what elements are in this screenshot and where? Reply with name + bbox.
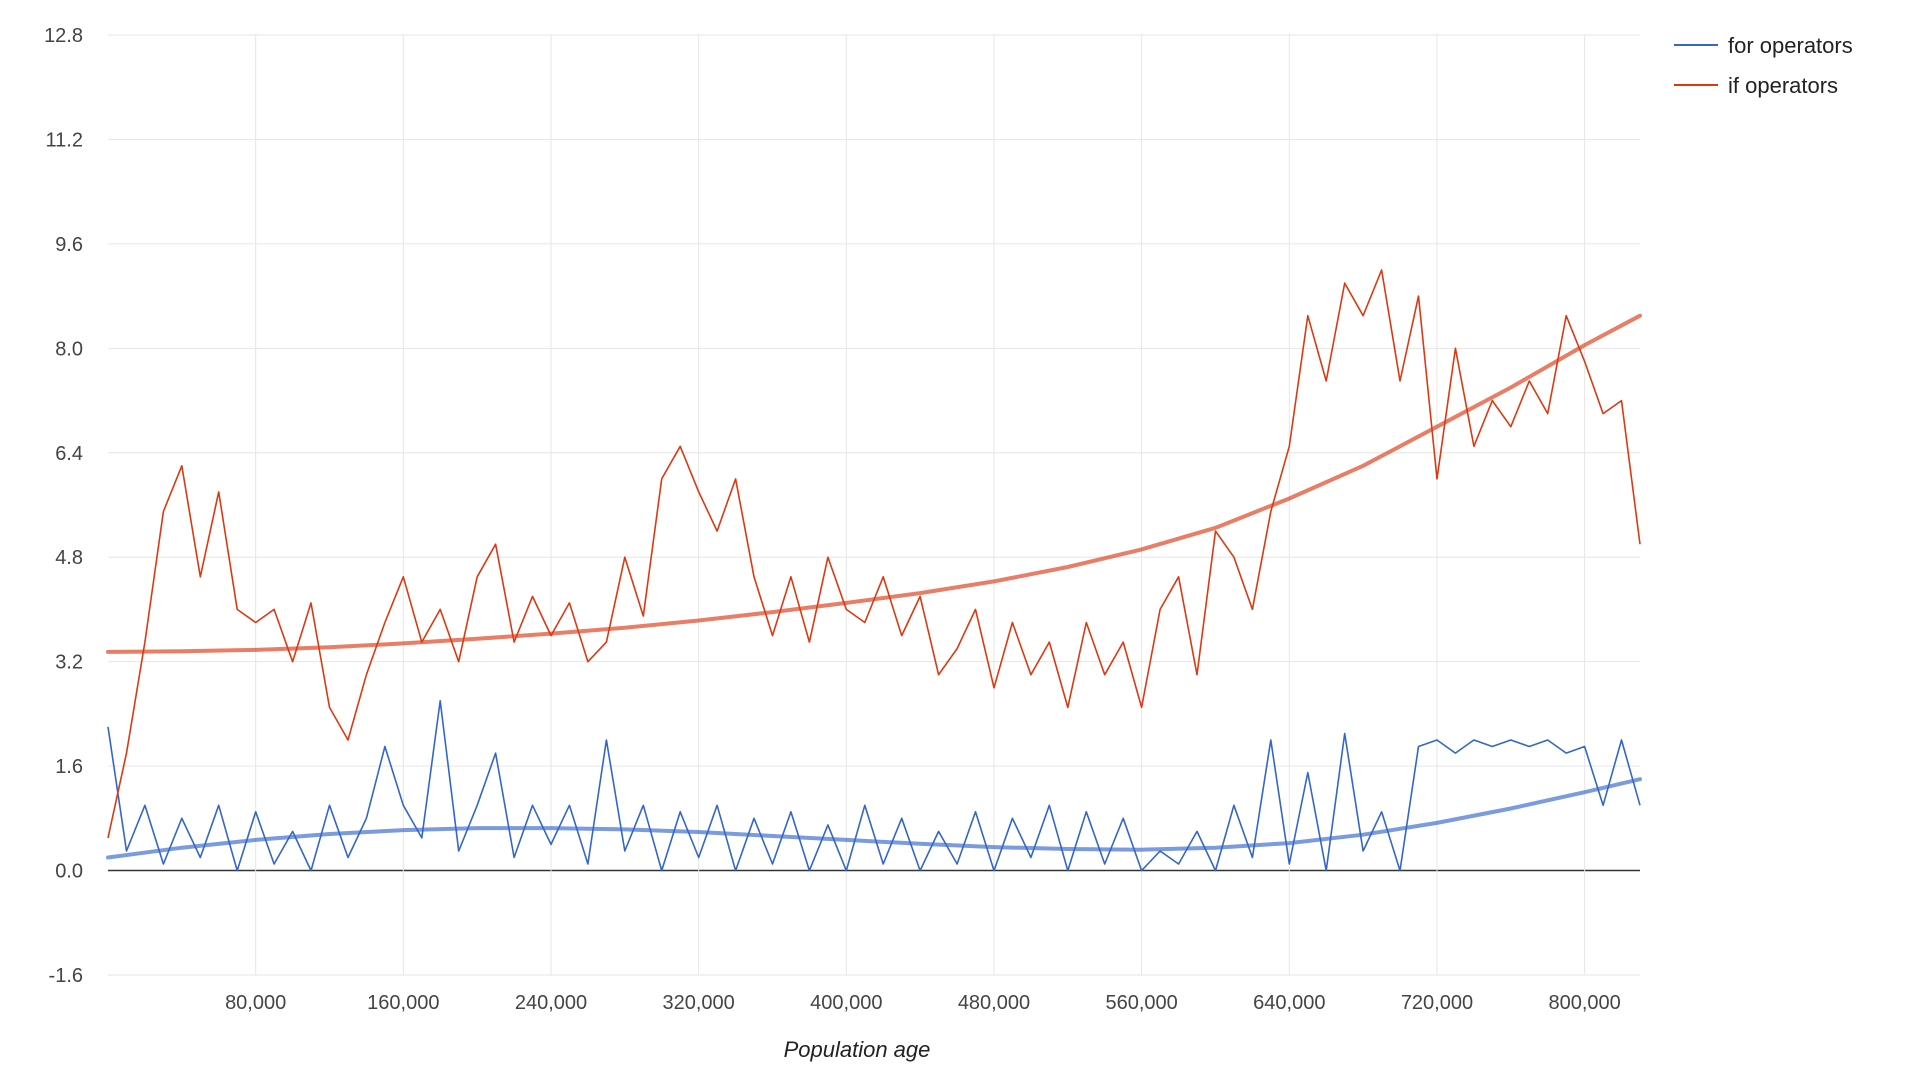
trendline-for-operators <box>106 777 1642 860</box>
legend-item-for-operators[interactable]: for operators <box>1674 33 1853 58</box>
x-tick-label: 160,000 <box>367 992 439 1014</box>
y-tick-label: 12.8 <box>44 25 83 47</box>
x-tick-label: 400,000 <box>810 992 882 1014</box>
legend: for operators if operators <box>1674 33 1853 98</box>
x-tick-label: 480,000 <box>958 992 1030 1014</box>
legend-label-for-operators: for operators <box>1728 33 1853 58</box>
x-tick-label: 640,000 <box>1253 992 1325 1014</box>
y-tick-label: 9.6 <box>55 234 83 256</box>
y-tick-label: 3.2 <box>55 652 83 674</box>
x-tick-label: 800,000 <box>1548 992 1620 1014</box>
y-tick-label: 8.0 <box>55 338 83 360</box>
x-tick-label: 80,000 <box>225 992 286 1014</box>
y-tick-label: 11.2 <box>46 129 83 151</box>
legend-label-if-operators: if operators <box>1728 73 1838 98</box>
legend-item-if-operators[interactable]: if operators <box>1674 73 1838 98</box>
x-tick-label: 320,000 <box>663 992 735 1014</box>
x-axis-ticks: 80,000 160,000 240,000 320,000 400,000 480,00… <box>225 992 1621 1014</box>
y-tick-label: 1.6 <box>55 756 83 778</box>
y-axis-ticks: -1.6 0.0 1.6 3.2 4.8 6.4 8.0 9.6 11.2 12.8 <box>44 25 83 987</box>
y-tick-label: 0.0 <box>55 861 83 883</box>
series-line-if-operators <box>107 269 1641 839</box>
trendline-if-operators <box>106 313 1642 654</box>
series-line-for-operators <box>107 699 1641 872</box>
x-axis-title: Population age <box>784 1037 931 1062</box>
y-tick-label: 4.8 <box>55 547 83 569</box>
grid <box>108 34 1640 976</box>
y-tick-label: 6.4 <box>55 443 83 465</box>
series-layer <box>107 269 1641 872</box>
x-tick-label: 560,000 <box>1105 992 1177 1014</box>
x-tick-label: 720,000 <box>1401 992 1473 1014</box>
x-tick-label: 240,000 <box>515 992 587 1014</box>
trendline-layer <box>106 313 1642 860</box>
y-tick-label: -1.6 <box>49 965 83 987</box>
